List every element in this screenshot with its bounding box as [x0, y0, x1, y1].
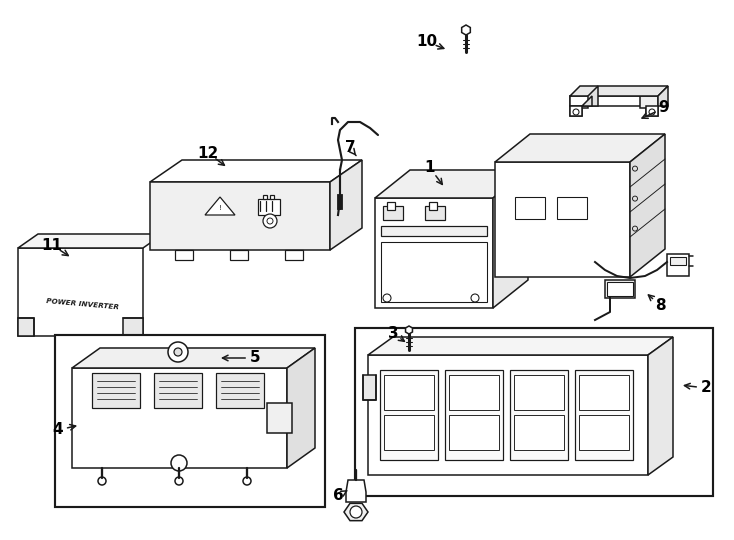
Circle shape	[633, 166, 638, 171]
Polygon shape	[216, 373, 264, 408]
Polygon shape	[346, 480, 366, 502]
Text: 5: 5	[250, 350, 261, 366]
Polygon shape	[570, 96, 588, 116]
Polygon shape	[658, 86, 668, 106]
Circle shape	[98, 477, 106, 485]
Text: 11: 11	[42, 238, 62, 253]
Polygon shape	[406, 326, 413, 334]
Polygon shape	[557, 197, 587, 219]
Polygon shape	[270, 195, 274, 199]
Polygon shape	[425, 206, 445, 220]
Polygon shape	[570, 106, 582, 116]
Polygon shape	[646, 106, 658, 116]
Text: !: !	[219, 205, 222, 211]
Polygon shape	[579, 375, 629, 410]
Polygon shape	[72, 368, 287, 468]
Polygon shape	[449, 415, 499, 450]
Text: 6: 6	[333, 489, 344, 503]
Polygon shape	[154, 373, 202, 408]
Text: 7: 7	[345, 140, 355, 156]
Polygon shape	[330, 160, 362, 250]
Polygon shape	[570, 86, 668, 96]
Polygon shape	[575, 370, 633, 460]
Polygon shape	[150, 182, 330, 250]
Polygon shape	[258, 199, 280, 215]
Polygon shape	[384, 375, 434, 410]
Polygon shape	[605, 280, 635, 298]
Text: 4: 4	[53, 422, 63, 437]
Polygon shape	[92, 373, 140, 408]
Polygon shape	[18, 234, 163, 248]
Polygon shape	[381, 226, 487, 236]
Polygon shape	[640, 96, 658, 116]
Polygon shape	[510, 370, 568, 460]
Polygon shape	[582, 96, 592, 106]
Text: 1: 1	[425, 160, 435, 176]
Circle shape	[174, 348, 182, 356]
Polygon shape	[368, 355, 648, 475]
Polygon shape	[648, 337, 673, 475]
Text: 2: 2	[701, 381, 711, 395]
Polygon shape	[285, 250, 303, 260]
Polygon shape	[230, 250, 248, 260]
Polygon shape	[123, 318, 143, 336]
Polygon shape	[514, 375, 564, 410]
Polygon shape	[263, 195, 267, 199]
Polygon shape	[607, 282, 633, 296]
Polygon shape	[495, 134, 665, 162]
Polygon shape	[267, 403, 292, 433]
Polygon shape	[667, 254, 689, 276]
Polygon shape	[495, 162, 630, 277]
Polygon shape	[588, 86, 598, 106]
Circle shape	[267, 218, 273, 224]
Polygon shape	[18, 248, 143, 336]
Polygon shape	[18, 318, 34, 336]
Polygon shape	[175, 250, 193, 260]
Polygon shape	[150, 160, 362, 182]
Polygon shape	[72, 348, 315, 368]
Polygon shape	[363, 375, 376, 400]
Circle shape	[633, 196, 638, 201]
Polygon shape	[381, 242, 487, 302]
Polygon shape	[375, 170, 528, 198]
Text: POWER INVERTER: POWER INVERTER	[46, 298, 120, 310]
Polygon shape	[55, 335, 325, 507]
Text: 12: 12	[197, 145, 219, 160]
Polygon shape	[375, 198, 493, 308]
Polygon shape	[445, 370, 503, 460]
Circle shape	[168, 342, 188, 362]
Polygon shape	[355, 328, 713, 496]
Polygon shape	[579, 415, 629, 450]
Polygon shape	[449, 375, 499, 410]
Polygon shape	[429, 202, 437, 210]
Circle shape	[171, 455, 187, 471]
Circle shape	[175, 477, 183, 485]
Polygon shape	[670, 257, 686, 265]
Circle shape	[649, 109, 655, 115]
Polygon shape	[387, 202, 395, 210]
Text: 9: 9	[658, 100, 669, 116]
Text: 10: 10	[416, 35, 437, 50]
Polygon shape	[383, 206, 403, 220]
Polygon shape	[368, 337, 673, 355]
Polygon shape	[515, 197, 545, 219]
Circle shape	[350, 506, 362, 518]
Polygon shape	[384, 415, 434, 450]
Polygon shape	[630, 134, 665, 277]
Polygon shape	[380, 370, 438, 460]
Polygon shape	[493, 170, 528, 308]
Circle shape	[573, 109, 579, 115]
Circle shape	[263, 214, 277, 228]
Circle shape	[633, 226, 638, 231]
Circle shape	[243, 477, 251, 485]
Polygon shape	[287, 348, 315, 468]
Text: 3: 3	[388, 326, 399, 341]
Polygon shape	[514, 415, 564, 450]
Polygon shape	[344, 503, 368, 521]
Polygon shape	[570, 96, 658, 106]
Text: 8: 8	[655, 298, 665, 313]
Polygon shape	[462, 25, 470, 35]
Polygon shape	[205, 197, 235, 215]
